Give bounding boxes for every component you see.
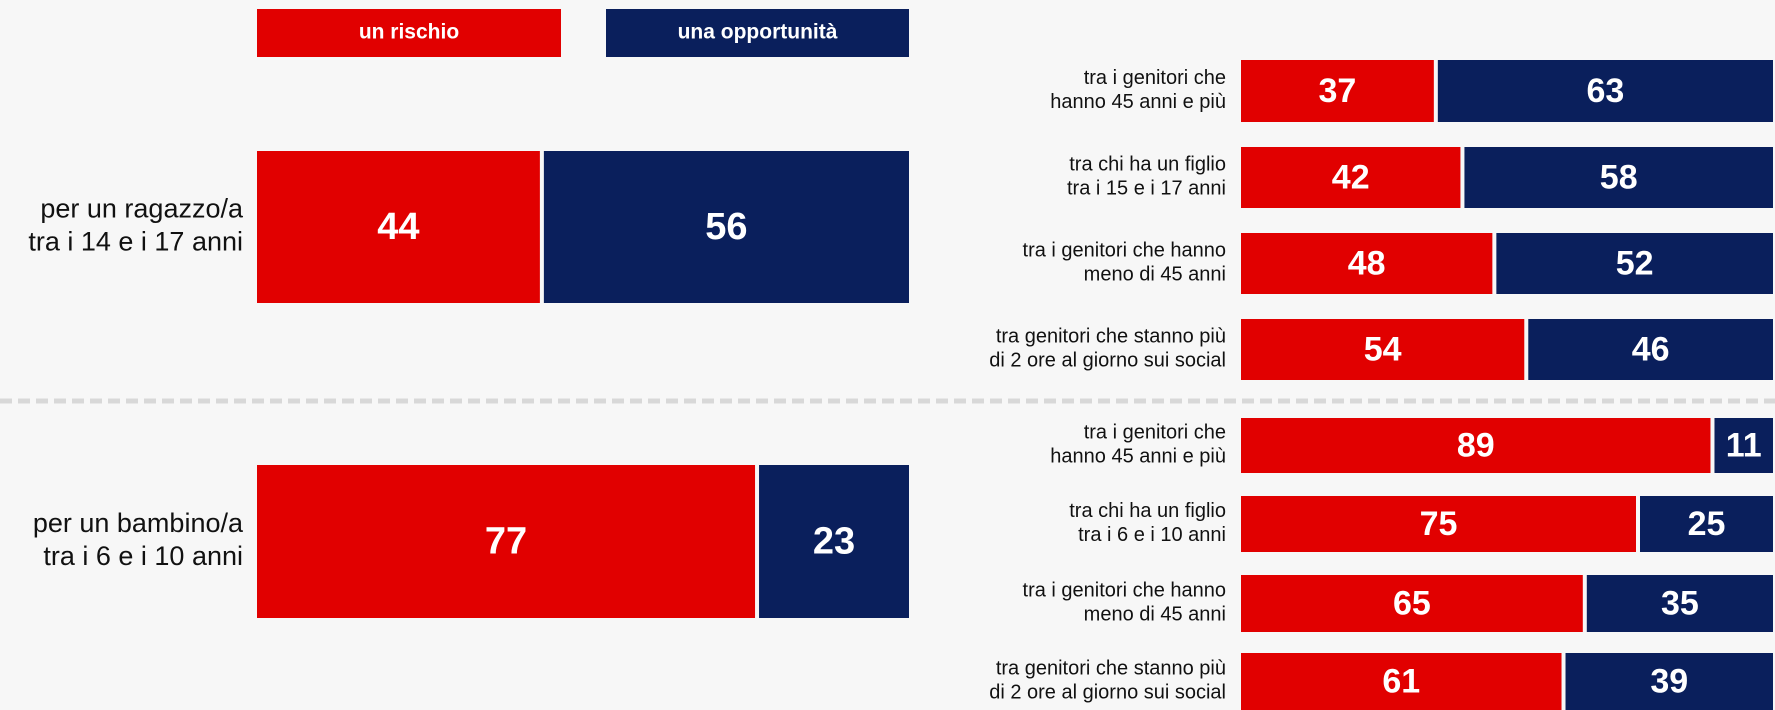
bar-segment [1241,575,1583,632]
value-label: 44 [377,206,419,248]
bar-segment [1241,60,1434,122]
value-label: 89 [1457,426,1495,464]
category-label: per un bambino/a tra i 6 e i 10 anni [33,508,244,571]
value-label: 46 [1632,330,1670,368]
bar-segment [1241,418,1711,473]
bar-segment [1241,233,1493,294]
category-label: tra i genitori che hanno meno di 45 anni [1023,580,1226,626]
value-label: 54 [1364,330,1402,368]
value-label: 75 [1420,505,1458,543]
category-line: meno di 45 anni [1084,604,1226,626]
category-label: tra genitori che stanno più di 2 ore al g… [989,326,1226,372]
category-line: tra chi ha un figlio [1069,154,1226,176]
category-line: tra genitori che stanno più [996,326,1226,348]
category-line: tra i 15 e i 17 anni [1067,178,1226,200]
category-label: tra chi ha un figlio tra i 6 e i 10 anni [1069,500,1226,546]
category-line: hanno 45 anni e più [1050,91,1226,113]
legend-label: una opportunità [678,21,838,44]
legend-label: un rischio [359,21,459,44]
bar-segment [1241,319,1525,380]
bar-segment [1496,233,1773,294]
value-label: 48 [1348,244,1386,282]
category-line: tra i 6 e i 10 anni [1078,524,1226,546]
category-line: tra i genitori che hanno [1023,580,1226,602]
bar-segment [257,465,756,618]
value-label: 52 [1616,244,1654,282]
category-line: tra genitori che stanno più [996,658,1226,680]
value-label: 23 [813,521,855,563]
category-line: per un bambino/a [33,508,244,538]
category-line: tra i genitori che hanno [1023,240,1226,262]
category-label: tra chi ha un figlio tra i 15 e i 17 anni [1067,154,1226,200]
bar-segment [1437,60,1773,122]
category-label: tra i genitori che hanno 45 anni e più [1050,422,1226,468]
legend-swatch [257,9,561,57]
category-line: di 2 ore al giorno sui social [989,350,1226,372]
bar-segment [1586,575,1773,632]
value-label: 63 [1587,72,1625,110]
value-label: 42 [1332,158,1370,196]
category-label: tra i genitori che hanno meno di 45 anni [1023,240,1226,286]
category-line: tra i genitori che [1084,422,1226,444]
value-label: 77 [485,521,527,563]
value-label: 25 [1688,505,1726,543]
value-label: 35 [1661,584,1699,622]
bar-segment [257,151,540,303]
category-label: tra genitori che stanno più di 2 ore al g… [989,658,1226,704]
bar-segment [1714,418,1773,473]
category-line: per un ragazzo/a [40,194,244,224]
bar-segment [1528,319,1773,380]
category-line: tra i 14 e i 17 anni [28,227,243,257]
bar-segment [759,465,909,618]
category-label: per un ragazzo/a tra i 14 e i 17 anni [28,194,244,257]
bar-segment [1640,496,1773,552]
bar-segment [1241,653,1562,710]
category-line: tra chi ha un figlio [1069,500,1226,522]
value-label: 65 [1393,584,1431,622]
category-line: tra i 6 e i 10 anni [43,541,243,571]
legend-swatch [606,9,909,57]
bar-segment [1241,496,1636,552]
value-label: 37 [1319,72,1357,110]
category-line: meno di 45 anni [1084,264,1226,286]
bar-segment [1241,147,1461,208]
bar-segment [543,151,909,303]
value-label: 56 [705,206,747,248]
category-label: tra i genitori che hanno 45 anni e più [1050,67,1226,113]
bar-segment [1565,653,1773,710]
bar-segment [1464,147,1773,208]
category-line: tra i genitori che [1084,67,1226,89]
value-label: 11 [1726,426,1762,464]
category-line: di 2 ore al giorno sui social [989,682,1226,704]
category-line: hanno 45 anni e più [1050,446,1226,468]
value-label: 58 [1600,158,1638,196]
value-label: 61 [1382,662,1420,700]
value-label: 39 [1650,662,1688,700]
